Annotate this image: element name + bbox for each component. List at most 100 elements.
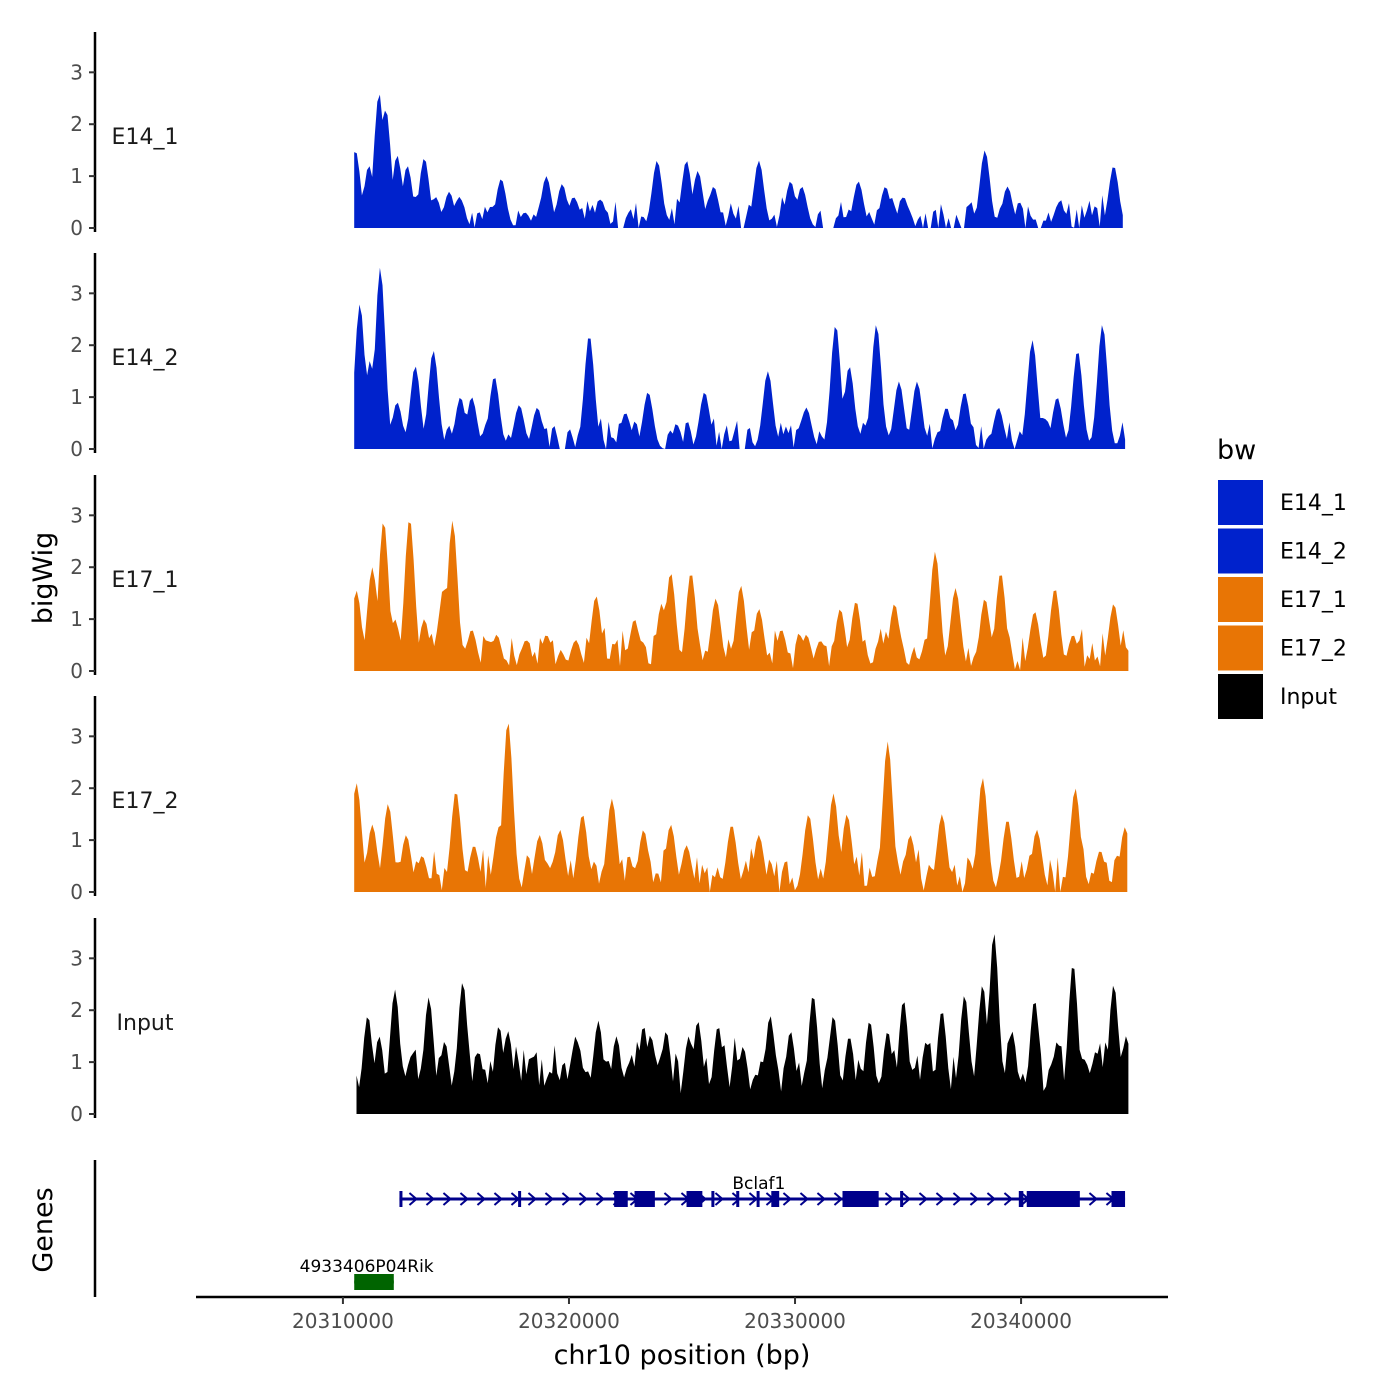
y-tick-label: 3 [70,503,83,527]
legend-swatch [1218,528,1263,574]
strand-arrow [833,1192,843,1206]
legend-item-input: Input [1218,674,1337,719]
strand-arrow [918,1192,928,1206]
track-label: Input [117,1011,174,1036]
x-axis: 20310000 20320000 20330000 20340000 [196,1295,1168,1333]
y-tick-label: 3 [70,724,83,748]
strand-arrow [969,1192,979,1206]
legend: bw E14_1 E14_2 E17_1 E17_2 Input [1217,435,1347,719]
gene-label: Bclaf1 [732,1174,785,1194]
strand-arrow [459,1192,469,1206]
track-input: 0 1 2 3 Input [70,918,1129,1126]
legend-item-e14-1: E14_1 [1218,480,1347,525]
strand-arrow [425,1192,435,1206]
exon [1111,1191,1126,1207]
x-tick-label: 20320000 [518,1309,620,1333]
y-tick-label: 2 [70,333,83,357]
strand-arrow [476,1192,486,1206]
genes-axis-title: Genes [28,1187,59,1272]
track-e14-1: 0 1 2 3 E14_1 [70,32,1123,240]
strand-arrow [663,1192,673,1206]
track-e17-2: 0 1 2 3 E17_2 [70,696,1128,904]
signal-area [356,934,1129,1114]
y-axis-title: bigWig [28,532,59,625]
exon [354,1274,394,1290]
track-panels: 0 1 2 3 E14_1 0 1 2 3 E14_2 0 1 2 3 E17_1 0 1 2 3 E17_2 0 1 2 3… [70,32,1129,1126]
exon [1018,1191,1024,1207]
y-tick-label: 1 [70,607,83,631]
legend-label: E17_1 [1280,588,1347,613]
strand-arrow [595,1192,605,1206]
x-tick-label: 20340000 [970,1309,1072,1333]
legend-swatch [1218,577,1263,622]
track-label: E14_1 [112,125,179,150]
x-tick-label: 20310000 [292,1309,394,1333]
signal-area [354,723,1128,892]
strand-arrow [544,1192,554,1206]
exon [634,1191,655,1207]
gene-label: 4933406P04Rik [300,1257,434,1277]
legend-swatch [1218,480,1263,525]
strand-arrow [493,1192,503,1206]
strand-arrow [1003,1192,1013,1206]
y-tick-label: 2 [70,555,83,579]
strand-arrow [408,1192,418,1206]
track-label: E17_2 [112,789,179,814]
exon [771,1191,780,1207]
strand-arrow [561,1192,571,1206]
legend-title: bw [1217,435,1256,466]
y-tick-label: 3 [70,60,83,84]
y-tick-label: 1 [70,828,83,852]
y-tick-label: 1 [70,385,83,409]
exon [614,1191,628,1207]
strand-arrow [986,1192,996,1206]
gene-bclaf1: Bclaf1 [399,1174,1126,1207]
strand-arrow [816,1192,826,1206]
y-tick-label: 2 [70,998,83,1022]
y-tick-label: 0 [70,216,83,240]
y-tick-label: 3 [70,946,83,970]
legend-label: E14_2 [1280,540,1347,565]
y-tick-label: 1 [70,164,83,188]
genes-panel: Bclaf1 4933406P04Rik [93,1160,1126,1297]
strand-arrow [799,1192,809,1206]
track-label: E14_2 [112,346,179,371]
y-tick-label: 1 [70,1050,83,1074]
signal-area [354,94,1123,228]
y-tick-label: 0 [70,1102,83,1126]
track-label: E17_1 [112,568,179,593]
legend-label: E14_1 [1280,491,1347,516]
legend-swatch [1218,674,1263,719]
y-tick-label: 3 [70,281,83,305]
strand-arrow [578,1192,588,1206]
strand-arrow [527,1192,537,1206]
y-tick-label: 2 [70,776,83,800]
strand-arrow [1088,1192,1098,1206]
signal-area [354,267,1126,449]
strand-arrow [714,1192,724,1206]
y-tick-label: 2 [70,112,83,136]
x-axis-title: chr10 position (bp) [554,1340,811,1371]
exon [756,1191,760,1207]
strand-arrow [884,1192,894,1206]
legend-item-e17-1: E17_1 [1218,577,1347,622]
legend-swatch [1218,625,1263,671]
y-tick-label: 0 [70,437,83,461]
gene-4933406p04rik: 4933406P04Rik [300,1257,434,1290]
x-tick-label: 20330000 [744,1309,846,1333]
strand-arrow [731,1192,741,1206]
strand-arrow [901,1192,911,1206]
legend-label: E17_2 [1280,637,1347,662]
exon [736,1191,740,1207]
strand-arrow [952,1192,962,1206]
track-e14-2: 0 1 2 3 E14_2 [70,253,1126,461]
strand-arrow [442,1192,452,1206]
exon [842,1191,879,1207]
y-tick-label: 0 [70,880,83,904]
y-tick-label: 0 [70,659,83,683]
exon [399,1191,403,1207]
exon [518,1191,522,1207]
legend-label: Input [1280,685,1337,710]
track-e17-1: 0 1 2 3 E17_1 [70,475,1129,683]
